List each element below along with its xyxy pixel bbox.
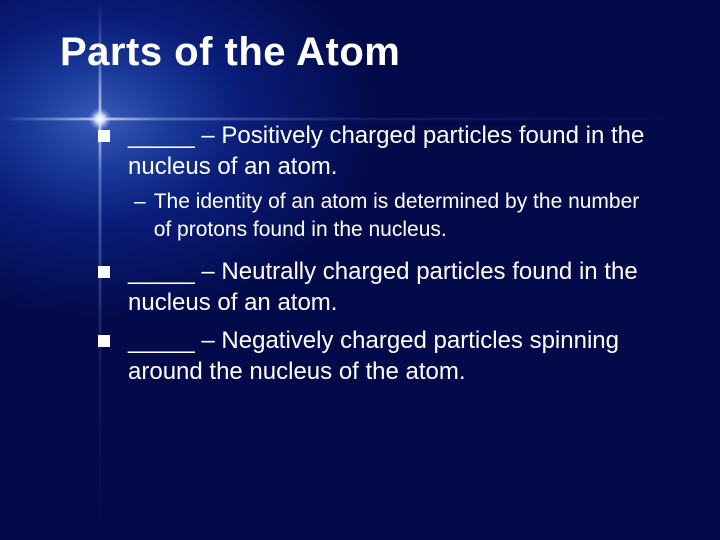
slide-title: Parts of the Atom [60,30,660,75]
bullet-text-2: _____ – Neutrally charged particles foun… [128,257,660,318]
slide-content: _____ – Positively charged particles fou… [60,121,660,388]
sub-bullet-item-1: – The identity of an atom is determined … [98,188,660,243]
bullet-text-1: _____ – Positively charged particles fou… [128,121,660,182]
sub-bullet-text-1: The identity of an atom is determined by… [154,188,660,243]
slide-container: Parts of the Atom _____ – Positively cha… [0,0,720,540]
bullet-marker-icon [98,335,110,347]
bullet-item-3: _____ – Negatively charged particles spi… [98,326,660,387]
dash-marker-icon: – [134,188,146,215]
bullet-text-3: _____ – Negatively charged particles spi… [128,326,660,387]
bullet-marker-icon [98,130,110,142]
bullet-item-2: _____ – Neutrally charged particles foun… [98,257,660,318]
bullet-marker-icon [98,266,110,278]
bullet-item-1: _____ – Positively charged particles fou… [98,121,660,182]
